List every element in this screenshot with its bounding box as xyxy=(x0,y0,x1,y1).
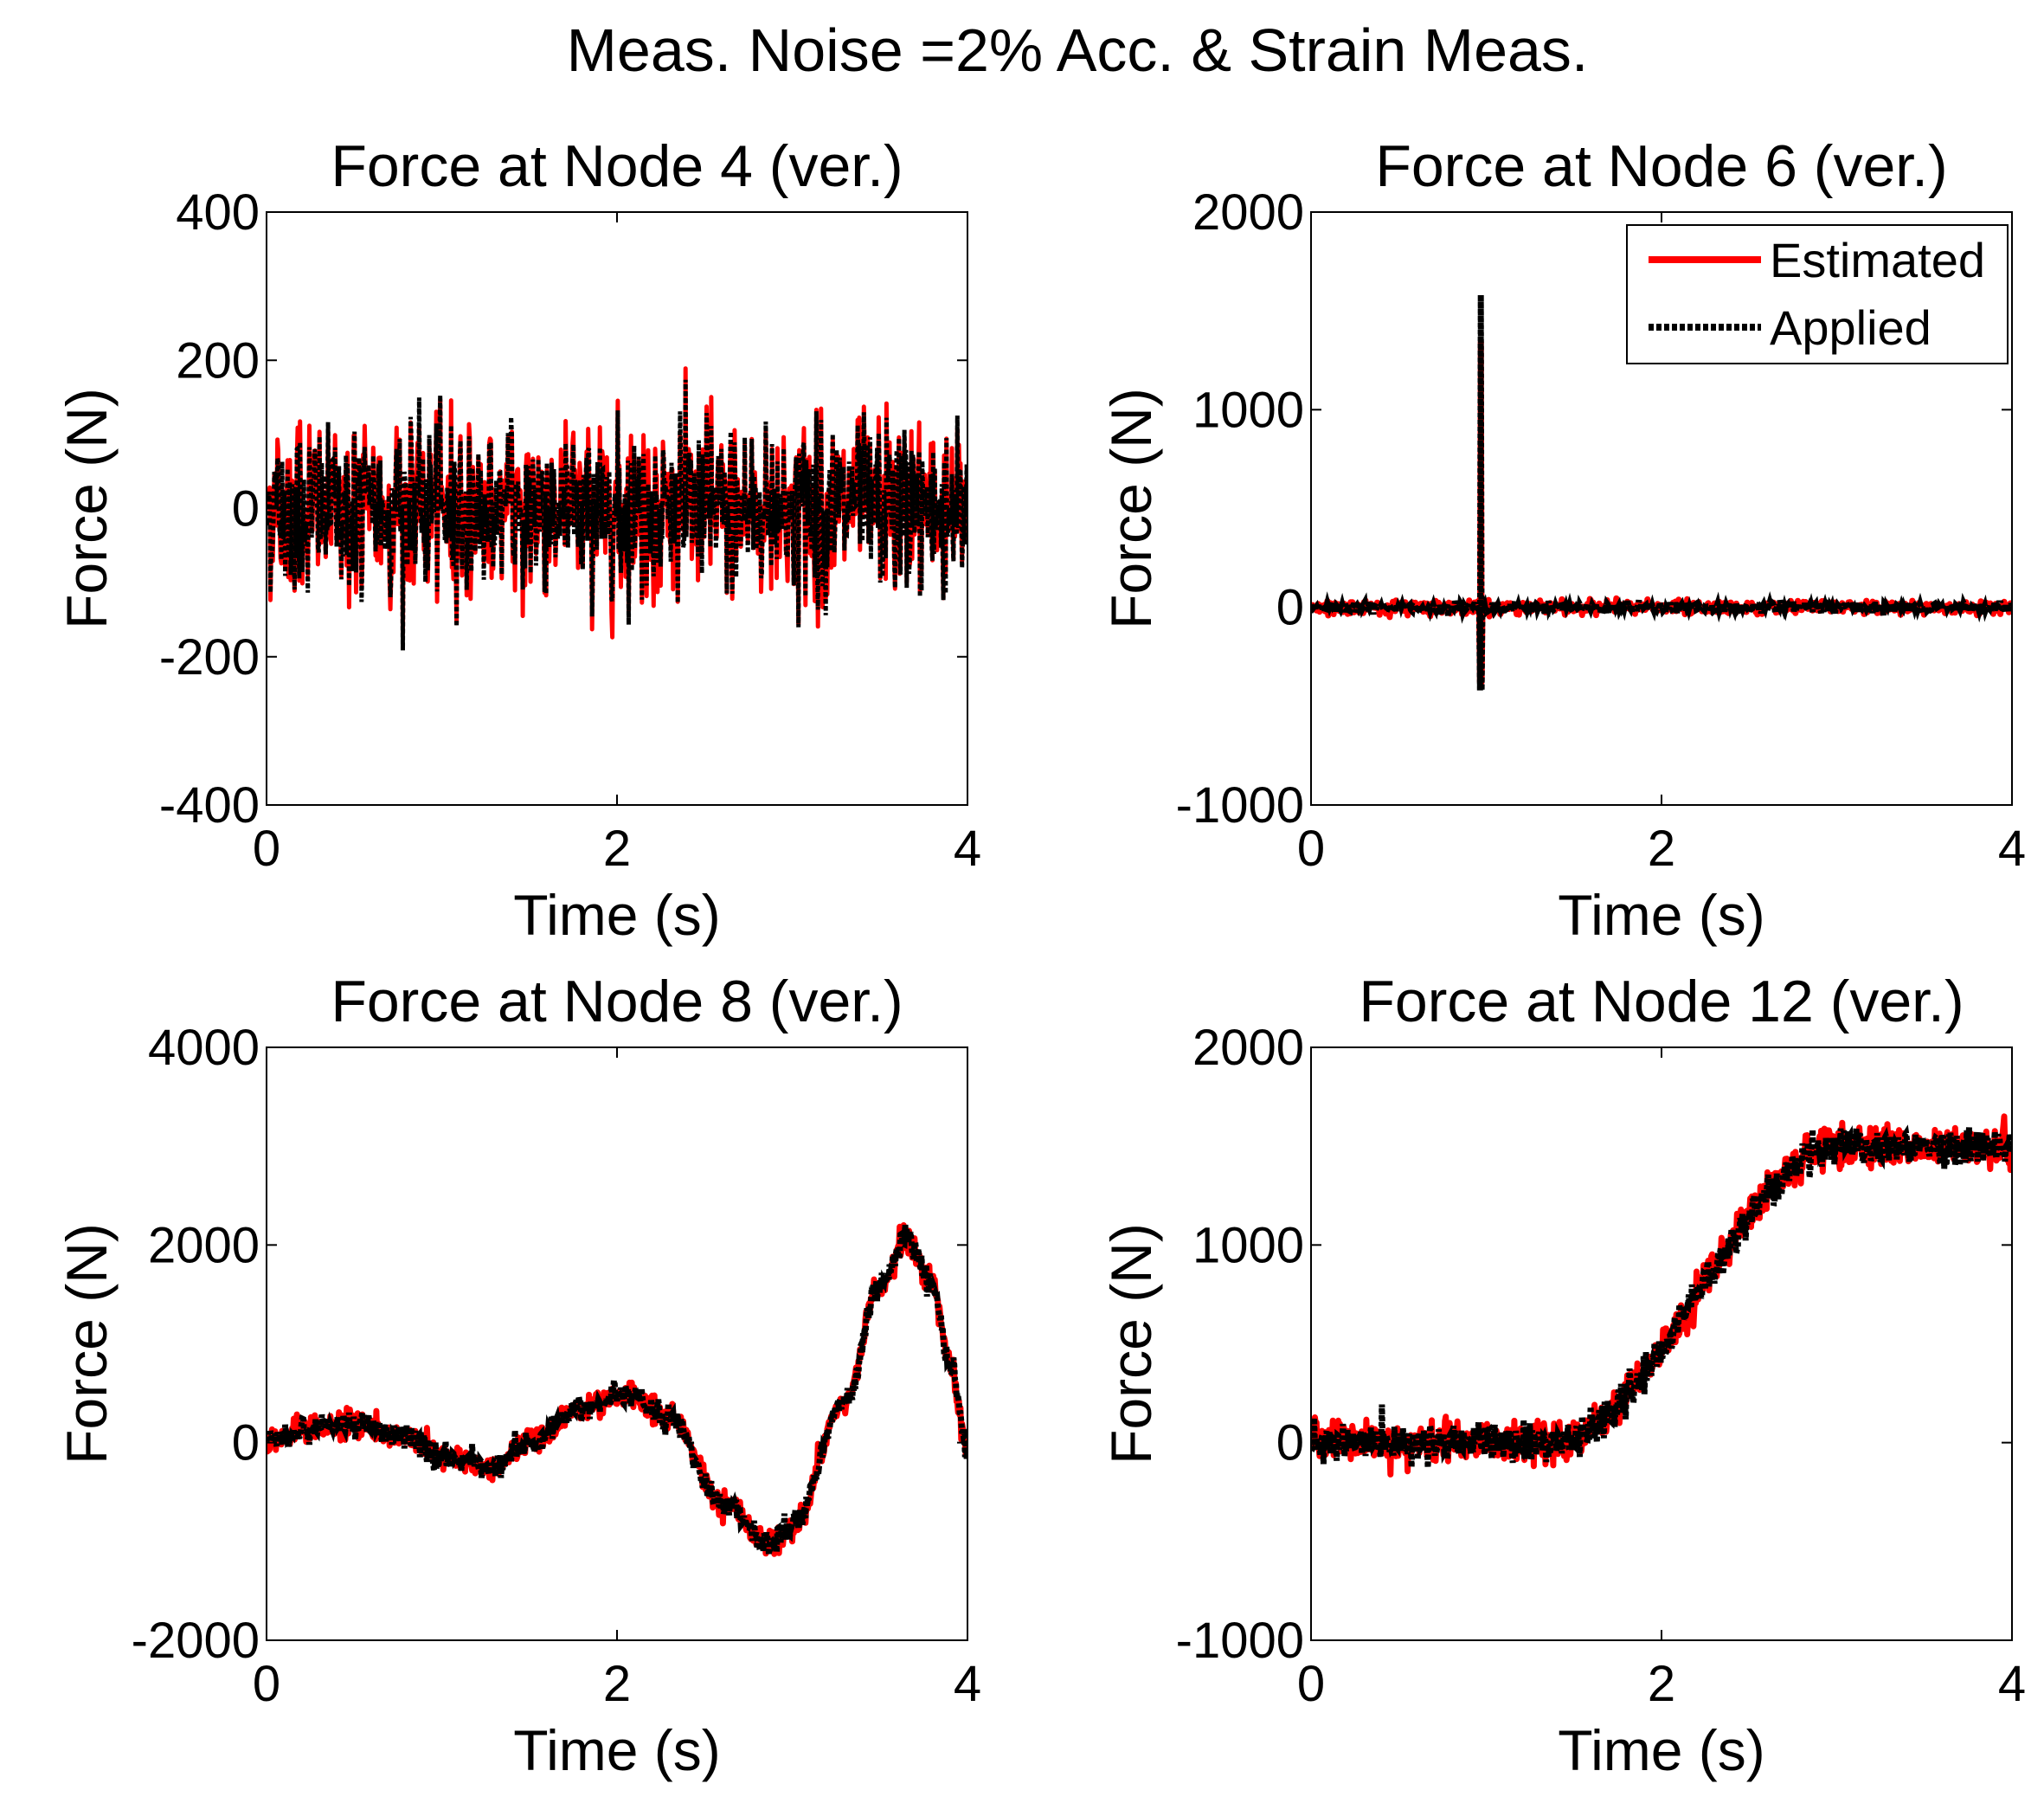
x-tick-label: 0 xyxy=(1297,821,1325,877)
series-applied-line xyxy=(1311,294,2012,691)
x-tick-label: 4 xyxy=(1998,821,2026,877)
figure-title: Meas. Noise =2% Acc. & Strain Meas. xyxy=(567,16,1589,84)
y-tick-label: 4000 xyxy=(148,1020,260,1076)
x-tick-label: 2 xyxy=(1648,1656,1675,1712)
panel-title: Force at Node 6 (ver.) xyxy=(1375,133,1947,199)
y-tick-label: 400 xyxy=(176,184,260,241)
x-axis-label: Time (s) xyxy=(513,1718,721,1782)
y-tick-label: -2000 xyxy=(132,1613,260,1669)
y-tick-label: 1000 xyxy=(1192,382,1304,438)
x-axis-label: Time (s) xyxy=(1558,883,1765,947)
x-axis-label: Time (s) xyxy=(1558,1718,1765,1782)
y-axis-label: Force (N) xyxy=(55,388,119,629)
series-applied-line xyxy=(267,1224,967,1555)
y-axis-label: Force (N) xyxy=(55,1223,119,1465)
x-axis-label: Time (s) xyxy=(513,883,721,947)
x-tick-label: 2 xyxy=(603,821,631,877)
legend-box xyxy=(1626,224,2009,364)
panel-title: Force at Node 8 (ver.) xyxy=(331,969,903,1034)
y-tick-label: -1000 xyxy=(1176,1613,1304,1669)
x-tick-label: 4 xyxy=(954,821,981,877)
x-tick-label: 0 xyxy=(1297,1656,1325,1712)
y-tick-label: 0 xyxy=(232,481,260,538)
x-tick-label: 2 xyxy=(603,1656,631,1712)
y-tick-label: -200 xyxy=(159,629,260,686)
x-tick-label: 0 xyxy=(253,1656,280,1712)
x-tick-label: 2 xyxy=(1648,821,1675,877)
panel-title: Force at Node 12 (ver.) xyxy=(1359,969,1964,1034)
x-tick-label: 4 xyxy=(1998,1656,2026,1712)
y-tick-label: 0 xyxy=(1276,1415,1304,1471)
y-tick-label: 0 xyxy=(232,1415,260,1471)
y-axis-label: Force (N) xyxy=(1099,388,1163,629)
y-axis-label: Force (N) xyxy=(1099,1223,1163,1465)
x-tick-label: 4 xyxy=(954,1656,981,1712)
series-applied-line xyxy=(267,379,967,651)
y-tick-label: 2000 xyxy=(1192,184,1304,241)
legend-label-applied: Applied xyxy=(1770,300,1932,355)
panel-1: 0 2 4 -400 -200 0 200 400 Force at Node 4 (ver.)… xyxy=(55,133,981,947)
y-tick-label: -400 xyxy=(159,777,260,834)
y-tick-label: -1000 xyxy=(1176,777,1304,834)
y-tick-label: 200 xyxy=(176,332,260,389)
y-tick-label: 2000 xyxy=(148,1217,260,1273)
series-applied-line xyxy=(1311,1124,2012,1468)
x-tick-label: 0 xyxy=(253,821,280,877)
legend: Estimated Applied xyxy=(1626,224,2009,364)
y-tick-label: 1000 xyxy=(1192,1217,1304,1273)
legend-label-estimated: Estimated xyxy=(1770,233,1985,287)
y-tick-label: 2000 xyxy=(1192,1020,1304,1076)
panel-title: Force at Node 4 (ver.) xyxy=(331,133,903,199)
y-tick-label: 0 xyxy=(1276,580,1304,636)
